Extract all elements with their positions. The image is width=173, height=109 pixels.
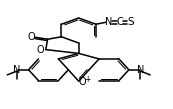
Text: O: O: [37, 45, 44, 55]
Text: O: O: [79, 77, 86, 87]
Text: O: O: [27, 32, 35, 42]
Text: S: S: [127, 17, 134, 27]
Text: N: N: [105, 17, 113, 27]
Text: N: N: [13, 65, 21, 75]
Text: +: +: [84, 75, 90, 84]
Text: C: C: [116, 17, 123, 27]
Text: N: N: [137, 65, 144, 75]
